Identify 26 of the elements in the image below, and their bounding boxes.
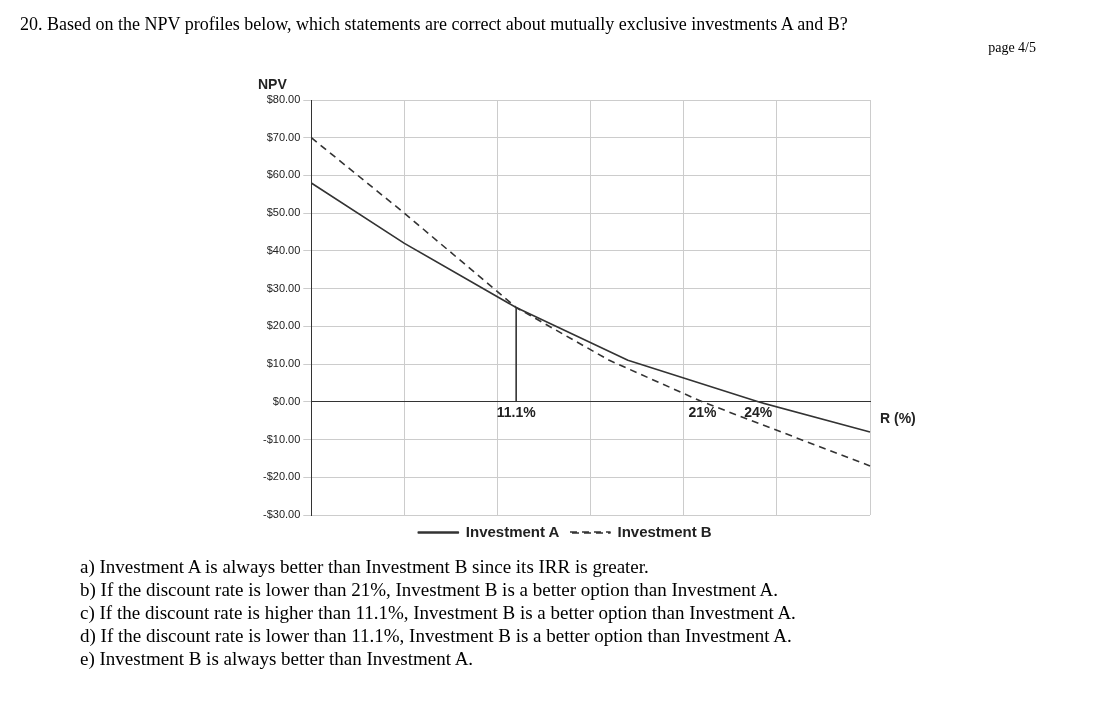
y-tick-label: $10.00 (266, 357, 301, 370)
x-tick-label: 24% (744, 404, 773, 421)
text: c) If the discount rate is higher than 11.1%, Investment B is a better option than Investment A. (80, 601, 796, 624)
y-tick-label: $30.00 (266, 281, 301, 294)
y-tick-label: $0.00 (272, 394, 301, 407)
text: a) Investment A is always better than Investment B since its IRR is greater. (80, 555, 650, 578)
y-tick-label: $70.00 (266, 130, 301, 143)
legend-label: Investment B (617, 522, 712, 540)
x-tick-label: 11.1% (496, 404, 537, 421)
chart-title: 20. Based on the NPV profiles below, which statements are correct about mutually exclusive investments A and B? (20, 14, 849, 35)
y-tick-label: $40.00 (266, 243, 301, 256)
y-tick-label: $60.00 (266, 168, 301, 181)
text: b) If the discount rate is lower than 21%, Investment B is a better option than Investment A. (80, 578, 780, 601)
y-tick-label: -$10.00 (263, 432, 301, 445)
text: d) If the discount rate is lower than 11.1%, Investment B is a better option than Investment A. (80, 624, 793, 647)
y-tick-label: -$30.00 (263, 508, 301, 521)
text: page 4/5 (988, 40, 1036, 56)
y-tick-label: $20.00 (266, 319, 301, 332)
x-axis-title: R (%) (880, 409, 916, 426)
y-axis-title: NPV (258, 75, 288, 92)
text: e) Investment B is always better than Investment A. (80, 647, 475, 670)
y-tick-label: -$20.00 (263, 470, 301, 483)
legend-label: Investment A (465, 522, 560, 540)
y-tick-label: $50.00 (266, 206, 301, 219)
y-tick-label: $80.00 (266, 93, 301, 106)
x-tick-label: 21% (688, 404, 717, 421)
